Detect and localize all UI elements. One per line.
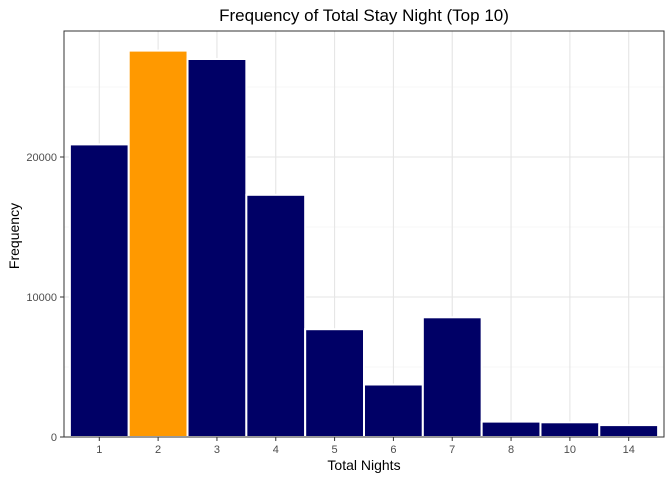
x-tick-label: 4 <box>273 444 279 456</box>
bar-7 <box>421 316 483 438</box>
bar-14 <box>598 424 660 439</box>
bars <box>68 49 660 439</box>
bar-3 <box>186 58 248 438</box>
x-tick-label: 14 <box>623 444 635 456</box>
x-tick-label: 7 <box>449 444 455 456</box>
y-tick-label: 0 <box>51 432 57 444</box>
x-tick-label: 5 <box>332 444 338 456</box>
bar-1 <box>68 143 130 438</box>
bar-8 <box>480 420 542 439</box>
x-tick-label: 8 <box>508 444 514 456</box>
y-tick-label: 10000 <box>26 292 57 304</box>
bar-6 <box>363 383 424 438</box>
x-tick-label: 1 <box>96 444 102 456</box>
chart-title: Frequency of Total Stay Night (Top 10) <box>219 6 509 25</box>
y-axis-title: Frequency <box>6 203 22 269</box>
panel-border <box>63 30 665 438</box>
bar-5 <box>304 328 366 439</box>
bar-10 <box>539 421 601 438</box>
x-axis-title: Total Nights <box>327 457 400 473</box>
x-tick-label: 10 <box>564 444 576 456</box>
x-tick-label: 3 <box>214 444 220 456</box>
bar-4 <box>245 193 307 438</box>
bar-2 <box>127 49 189 438</box>
axis-ticks: 0 10000 20000 1 2 3 4 5 6 7 8 10 14 <box>26 152 634 456</box>
x-tick-label: 2 <box>155 444 161 456</box>
x-tick-label: 6 <box>390 444 396 456</box>
y-tick-label: 20000 <box>26 152 57 164</box>
